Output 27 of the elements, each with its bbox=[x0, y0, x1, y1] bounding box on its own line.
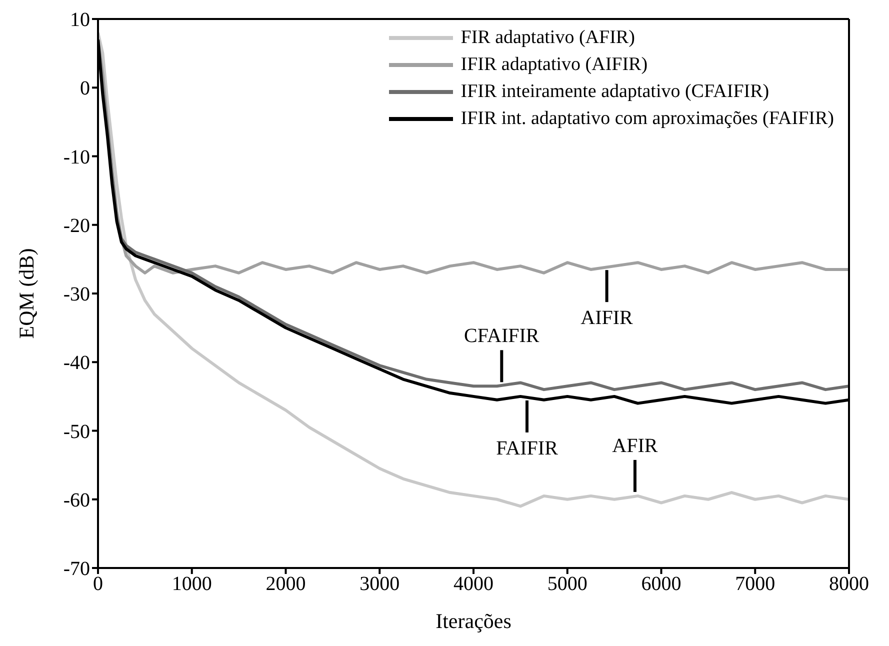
annotation: CFAIFIR bbox=[464, 325, 540, 348]
legend-label: IFIR inteiramente adaptativo (CFAIFIR) bbox=[460, 80, 770, 102]
y-tick-label: 10 bbox=[70, 9, 90, 32]
legend-label: IFIR int. adaptativo com aproximações (FAIFIR) bbox=[460, 108, 834, 130]
legend-label: FIR adaptativo (AFIR) bbox=[460, 26, 635, 48]
x-tick-label: 7000 bbox=[735, 573, 776, 596]
y-tick-label: -50 bbox=[63, 420, 90, 443]
x-tick-label: 8000 bbox=[829, 573, 869, 596]
legend-label: IFIR adaptativo (AIFIR) bbox=[460, 54, 648, 76]
annotation: AFIR bbox=[612, 434, 658, 457]
y-tick-label: -40 bbox=[63, 352, 90, 374]
x-tick-label: 3000 bbox=[360, 573, 400, 596]
annotation: AIFIR bbox=[580, 307, 634, 330]
x-tick-label: 5000 bbox=[547, 573, 588, 596]
y-tick-label: 0 bbox=[80, 78, 90, 100]
x-tick-label: 1000 bbox=[172, 573, 212, 596]
y-axis-title: EQM (dB) bbox=[14, 248, 38, 339]
y-tick-label: -60 bbox=[63, 489, 90, 512]
x-tick-label: 4000 bbox=[454, 573, 494, 596]
y-tick-label: -20 bbox=[63, 214, 90, 237]
annotation: FAIFIR bbox=[496, 437, 559, 460]
x-tick-label: 6000 bbox=[641, 573, 682, 596]
y-tick-label: -10 bbox=[63, 146, 90, 168]
y-tick-label: -30 bbox=[63, 284, 90, 306]
x-axis-title: Iterações bbox=[436, 609, 512, 633]
x-tick-label: 2000 bbox=[266, 573, 306, 596]
y-tick-label: -70 bbox=[63, 558, 90, 580]
